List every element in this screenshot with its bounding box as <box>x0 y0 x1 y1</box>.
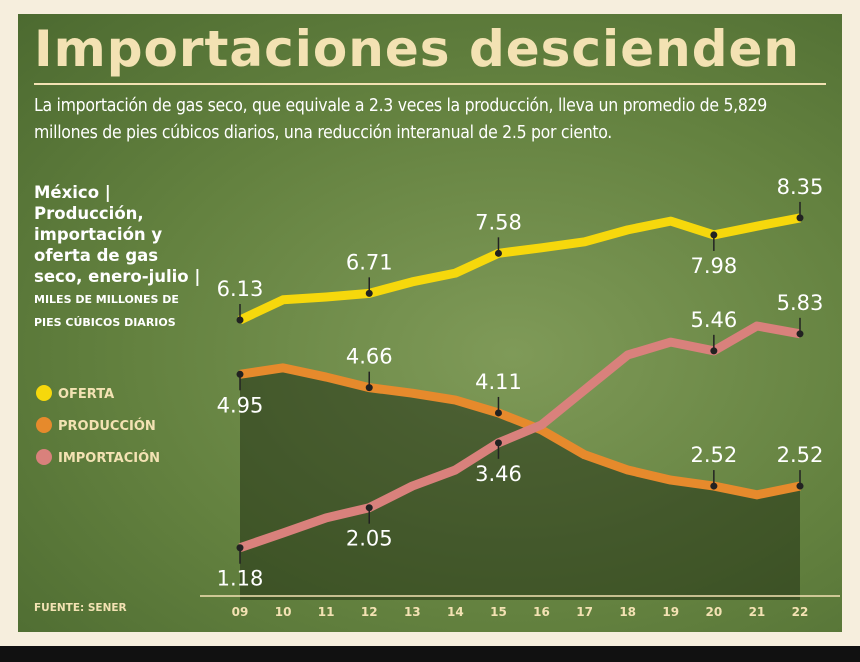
x-tick-label: 09 <box>232 605 249 619</box>
data-label: 7.58 <box>475 210 522 234</box>
x-tick-label: 12 <box>361 605 378 619</box>
point <box>366 384 373 391</box>
x-tick-label: 16 <box>533 605 550 619</box>
x-tick-label: 14 <box>447 605 464 619</box>
title-rule <box>34 83 826 85</box>
point <box>237 371 244 378</box>
point <box>237 317 244 324</box>
data-label: 2.52 <box>690 443 737 467</box>
unit: MILES DE MILLONES DE PIES CÚBICOS DIARIO… <box>34 293 179 329</box>
x-tick-label: 10 <box>275 605 292 619</box>
legend-label: IMPORTACIÓN <box>58 450 160 466</box>
data-label: 1.18 <box>217 567 264 591</box>
point <box>366 290 373 297</box>
subtitle: La importación de gas seco, que equivale… <box>34 93 834 147</box>
legend-swatch <box>36 385 52 401</box>
point <box>495 439 502 446</box>
point <box>710 231 717 238</box>
legend-swatch <box>36 417 52 433</box>
data-label: 5.46 <box>690 308 737 332</box>
point <box>710 483 717 490</box>
point <box>797 214 804 221</box>
x-tick-label: 19 <box>662 605 679 619</box>
data-label: 5.83 <box>777 291 824 315</box>
point <box>797 483 804 490</box>
data-label: 2.52 <box>777 443 824 467</box>
chart-title: Importaciones descienden <box>34 20 800 78</box>
data-label: 8.35 <box>777 175 824 199</box>
x-tick-label: 21 <box>749 605 766 619</box>
legend-swatch <box>36 449 52 465</box>
point <box>237 544 244 551</box>
data-label: 4.11 <box>475 370 522 394</box>
source: FUENTE: SENER <box>34 602 127 614</box>
x-tick-label: 22 <box>792 605 809 619</box>
x-tick-label: 20 <box>705 605 722 619</box>
data-label: 6.71 <box>346 250 393 274</box>
point <box>797 330 804 337</box>
point <box>710 347 717 354</box>
data-label: 7.98 <box>690 254 737 278</box>
x-tick-label: 17 <box>576 605 593 619</box>
data-label: 6.13 <box>217 277 264 301</box>
data-label: 4.66 <box>346 345 393 369</box>
data-label: 2.05 <box>346 527 393 551</box>
data-label: 4.95 <box>217 393 264 417</box>
x-tick-label: 13 <box>404 605 421 619</box>
point <box>366 504 373 511</box>
legend-block: México | Producción, importación y ofert… <box>34 182 204 333</box>
x-tick-label: 18 <box>619 605 636 619</box>
legend-label: OFERTA <box>58 387 114 402</box>
point <box>495 409 502 416</box>
legend-label: PRODUCCIÓN <box>58 418 156 434</box>
data-label: 3.46 <box>475 462 522 486</box>
legend-title: México | Producción, importación y ofert… <box>34 183 200 286</box>
x-tick-label: 15 <box>490 605 507 619</box>
point <box>495 250 502 257</box>
page: 09 10 11 12 13 14 15 16 17 18 19 20 21 22 6.13 6.71 7.58… <box>0 0 860 662</box>
x-tick-label: 11 <box>318 605 335 619</box>
